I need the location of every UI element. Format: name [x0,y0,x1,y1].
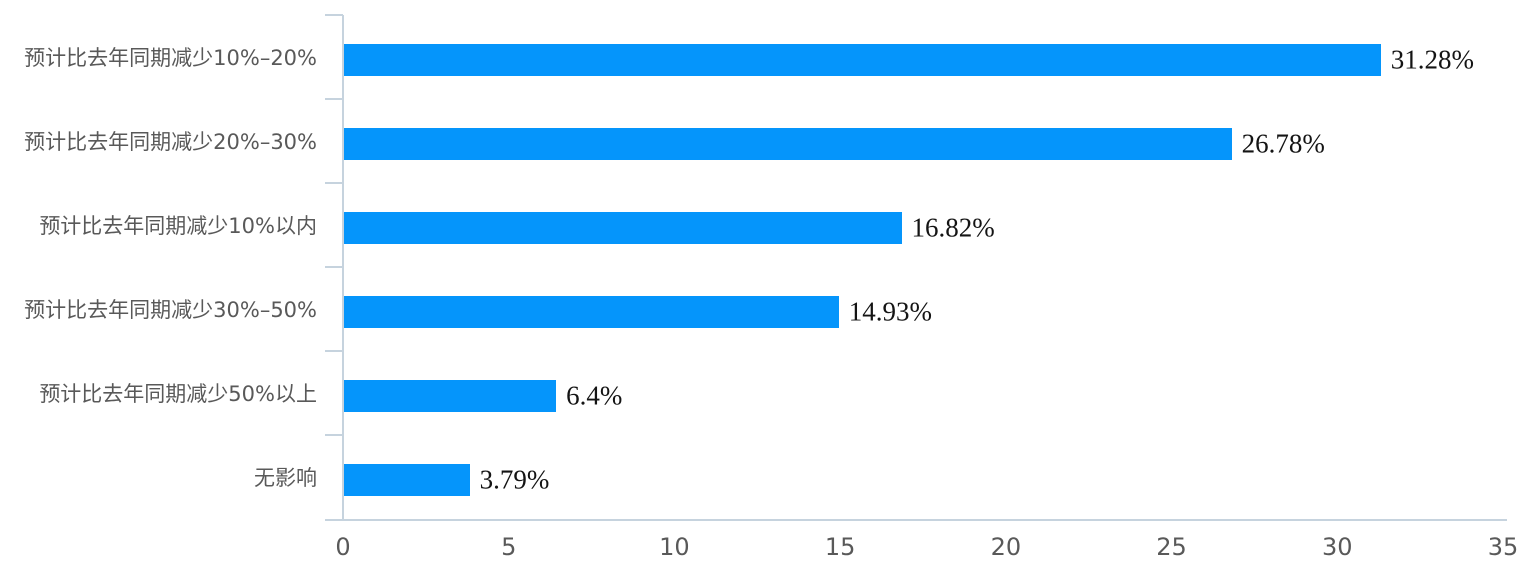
bar [344,464,470,496]
category-label: 无影响 [254,466,317,490]
y-axis-tick [325,350,343,352]
y-axis-tick [325,14,343,16]
bar [344,380,557,412]
value-label: 31.28% [1390,44,1474,75]
x-axis-tick-label: 5 [501,533,517,561]
category-label: 预计比去年同期减少20%–30% [24,130,317,154]
x-axis-line [325,519,1507,521]
category-label: 预计比去年同期减少30%–50% [24,298,317,322]
y-axis-tick [325,182,343,184]
x-axis-tick-label: 35 [1487,533,1518,561]
y-axis-tick [325,266,343,268]
y-axis-tick [325,98,343,100]
value-label: 14.93% [848,296,933,327]
value-label: 26.78% [1241,128,1325,159]
bar [344,212,902,244]
x-axis-tick-label: 10 [659,533,690,561]
y-axis-line [342,15,344,521]
bar [344,44,1381,76]
x-axis-tick-label: 20 [990,533,1022,561]
value-label: 3.79% [479,464,550,495]
value-label: 6.4% [566,380,623,411]
value-label: 16.82% [911,212,995,243]
category-label: 预计比去年同期减少50%以上 [39,382,317,406]
bar [344,296,839,328]
bar [344,128,1232,160]
x-axis-tick-label: 25 [1156,533,1187,561]
category-label: 预计比去年同期减少10%以内 [39,214,317,238]
x-axis-tick-label: 30 [1322,533,1353,561]
y-axis-tick [325,434,343,436]
x-axis-tick-label: 15 [824,533,856,561]
x-axis-tick-label: 0 [335,533,351,561]
category-label: 预计比去年同期减少10%–20% [24,46,317,70]
